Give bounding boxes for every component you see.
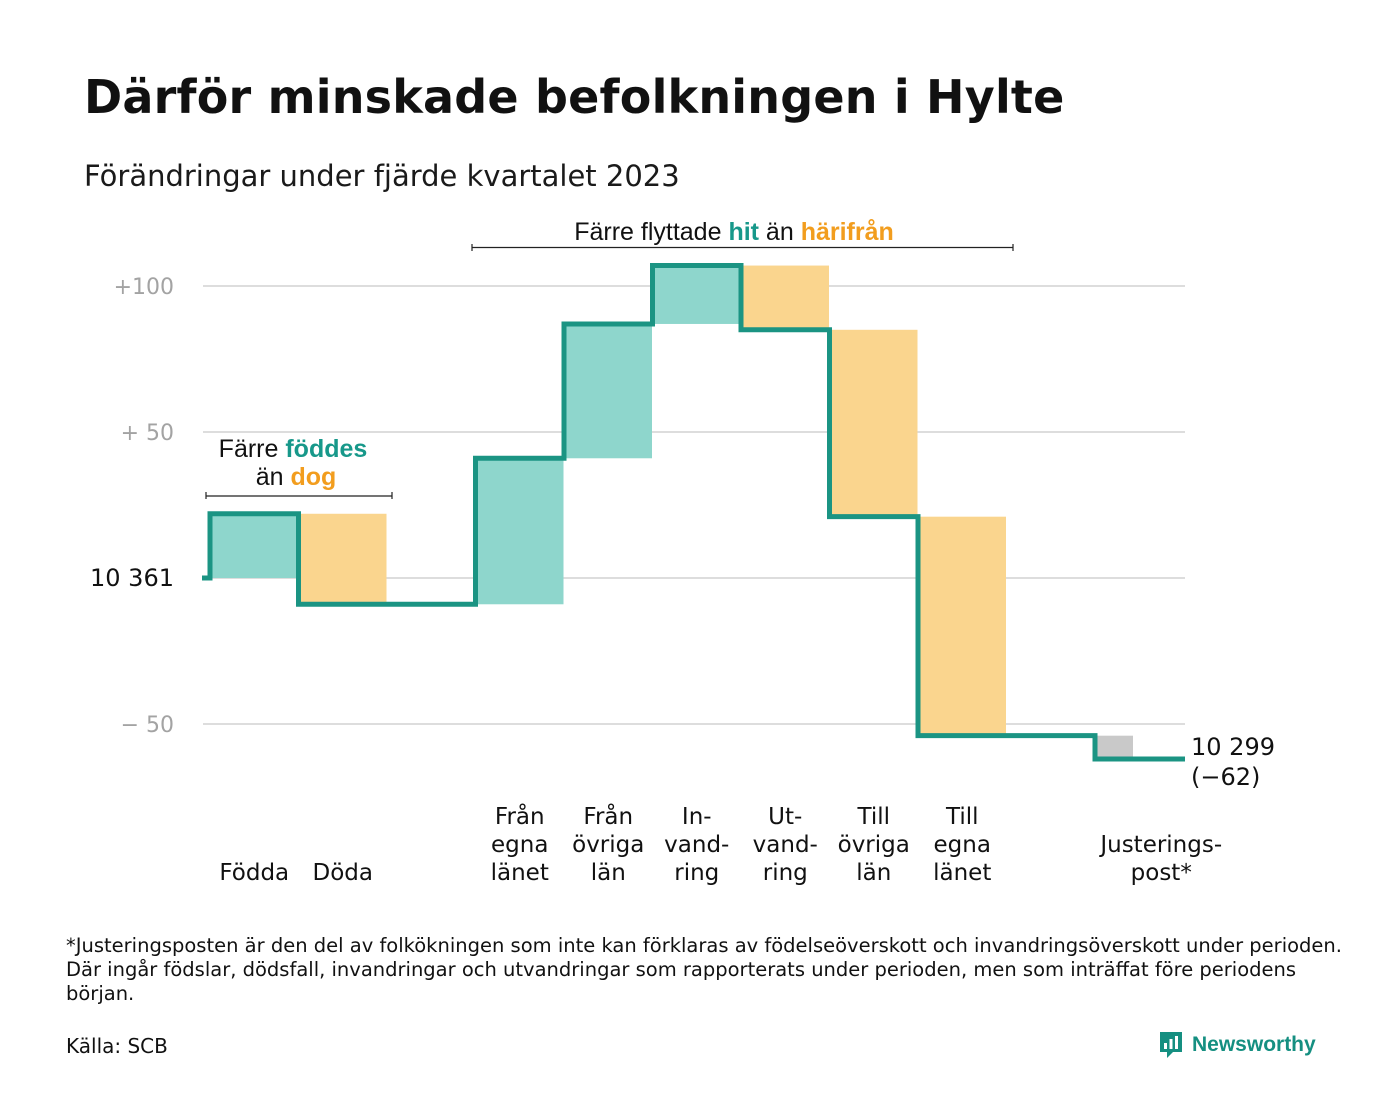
brand-name: Newsworthy xyxy=(1192,1033,1316,1057)
y-tick-label: + 50 xyxy=(121,421,174,446)
category-label: Ut- xyxy=(768,804,802,830)
bar-adjustment xyxy=(1095,736,1133,759)
bar-increase xyxy=(476,458,564,604)
source-note: Källa: SCB xyxy=(66,1034,168,1058)
category-label: egna xyxy=(934,832,991,858)
bar-increase xyxy=(210,514,298,578)
category-label: Justerings- xyxy=(1098,832,1222,858)
category-label: Till xyxy=(856,804,890,830)
category-label: egna xyxy=(491,832,548,858)
bar-increase xyxy=(653,266,741,324)
category-label: Från xyxy=(495,802,545,830)
category-label: övriga xyxy=(838,832,910,858)
end-value-label: 10 299 xyxy=(1191,733,1275,761)
category-label: Till xyxy=(945,804,979,830)
bar-increase xyxy=(564,324,652,458)
births-bracket xyxy=(206,492,392,499)
bar-decrease xyxy=(741,266,829,330)
footnote: *Justeringsposten är den del av folkökni… xyxy=(66,934,1356,1006)
newsworthy-logo-icon xyxy=(1158,1030,1184,1060)
gridlines xyxy=(203,286,1185,724)
y-tick-label: − 50 xyxy=(121,713,174,738)
category-label: vand- xyxy=(753,832,818,858)
cumulative-step-line xyxy=(202,266,1185,759)
category-label: In- xyxy=(682,804,712,830)
newsworthy-brand[interactable]: Newsworthy xyxy=(1158,1028,1316,1062)
bar-decrease xyxy=(299,514,387,605)
category-label: Döda xyxy=(313,860,373,886)
bar-decrease xyxy=(918,517,1006,736)
category-label: län xyxy=(591,860,626,886)
category-label: vand- xyxy=(664,832,729,858)
migration-annotation: Färre flyttade hit än härifrån xyxy=(574,218,894,246)
bar-decrease xyxy=(830,330,918,517)
category-label: länet xyxy=(491,860,549,886)
births-annotation-line2: än dog xyxy=(256,463,337,491)
step-line xyxy=(202,266,1185,759)
category-label: ring xyxy=(763,860,808,886)
change-label: (−62) xyxy=(1191,763,1260,791)
category-label: övriga xyxy=(572,832,644,858)
category-label: Födda xyxy=(219,860,289,886)
category-label: ring xyxy=(674,860,719,886)
start-value-label: 10 361 xyxy=(90,564,174,592)
category-label: länet xyxy=(933,860,991,886)
births-annotation-line1: Färre föddes xyxy=(219,435,368,463)
category-label: post* xyxy=(1131,860,1192,886)
y-tick-label: +100 xyxy=(114,275,174,300)
category-label: Från xyxy=(583,802,633,830)
category-label: län xyxy=(856,860,891,886)
bars xyxy=(210,266,1133,759)
